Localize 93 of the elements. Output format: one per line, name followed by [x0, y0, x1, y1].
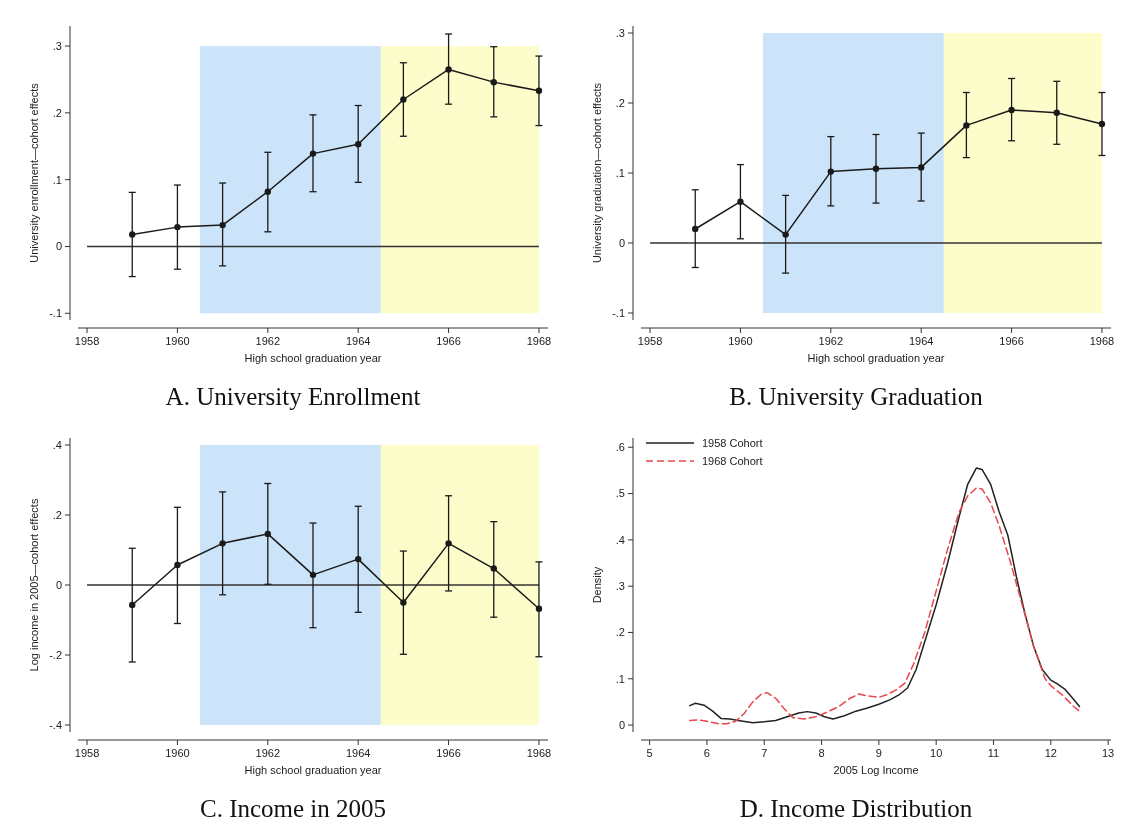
- y-tick-label: .1: [615, 672, 625, 685]
- x-tick-label: 1960: [165, 335, 190, 347]
- point: [400, 599, 407, 606]
- x-tick-label: 5: [646, 747, 653, 759]
- point: [782, 231, 789, 238]
- point: [827, 168, 835, 175]
- y-axis-title: University graduation—cohort effects: [591, 82, 603, 264]
- x-tick-label: 1964: [345, 335, 371, 347]
- point: [219, 221, 226, 229]
- point: [129, 231, 136, 238]
- x-tick-label: 1958: [637, 335, 663, 347]
- point: [354, 555, 362, 563]
- x-tick-label: 1962: [255, 335, 281, 347]
- x-tick-label: 1958: [74, 747, 100, 759]
- x-tick-label: 9: [875, 747, 882, 759]
- x-tick-label: 11: [987, 747, 1000, 759]
- x-tick-label: 13: [1102, 747, 1115, 759]
- point: [737, 198, 744, 205]
- point: [490, 78, 497, 86]
- point: [490, 565, 497, 572]
- y-tick-label: .2: [52, 106, 62, 119]
- point: [445, 540, 452, 547]
- point: [129, 601, 136, 609]
- y-tick-label: .6: [615, 441, 625, 454]
- x-tick-label: 1968: [526, 335, 552, 347]
- x-tick-label: 1962: [818, 335, 844, 347]
- x-tick-label: 8: [818, 747, 825, 759]
- point: [1008, 106, 1015, 114]
- x-tick-label: 1960: [165, 747, 190, 759]
- y-tick-label: .2: [615, 626, 625, 639]
- point: [219, 540, 226, 547]
- point: [354, 141, 362, 148]
- y-axis-title: Log income in 2005—cohort effects: [28, 498, 40, 672]
- text: B. University Graduation: [729, 383, 984, 410]
- y-tick-label: .2: [615, 96, 625, 109]
- x-tick-label: 1964: [908, 335, 934, 347]
- point: [309, 150, 317, 157]
- point: [1053, 109, 1060, 116]
- x-tick-label: 1962: [255, 747, 281, 759]
- x-tick-label: 6: [703, 747, 710, 759]
- point: [872, 165, 880, 172]
- point: [692, 225, 699, 233]
- text: D. Income Distribution: [739, 795, 973, 822]
- text: C. Income in 2005: [199, 795, 387, 822]
- y-tick-label: -.1: [49, 307, 62, 320]
- point: [917, 164, 925, 171]
- x-tick-label: 1968: [526, 747, 552, 759]
- x-axis-title: High school graduation year: [244, 764, 382, 776]
- point: [174, 223, 181, 231]
- y-tick-label: .4: [52, 438, 62, 451]
- x-tick-label: 1964: [345, 747, 371, 759]
- y-tick-label: .1: [615, 166, 625, 179]
- x-tick-label: 10: [930, 747, 943, 759]
- y-axis-title: Density: [591, 566, 603, 604]
- x-tick-label: 1968: [1089, 335, 1115, 347]
- point: [174, 561, 181, 569]
- x-axis-title: 2005 Log Income: [833, 764, 919, 776]
- x-axis-title: High school graduation year: [807, 352, 945, 364]
- y-tick-label: 0: [618, 236, 625, 249]
- x-tick-label: 7: [761, 747, 768, 759]
- y-tick-label: 0: [55, 240, 62, 253]
- point: [400, 96, 407, 103]
- y-tick-label: 0: [618, 718, 625, 731]
- y-tick-label: .3: [615, 580, 625, 593]
- x-tick-label: 1960: [728, 335, 753, 347]
- x-tick-label: 1966: [436, 747, 461, 759]
- point: [535, 605, 543, 612]
- y-tick-label: .5: [615, 487, 625, 500]
- point: [264, 188, 272, 195]
- legend-label: 1968 Cohort: [702, 454, 763, 467]
- x-axis-title: High school graduation year: [244, 352, 382, 364]
- y-tick-label: .2: [52, 508, 62, 521]
- y-tick-label: 0: [55, 578, 62, 591]
- x-tick-label: 1958: [74, 335, 100, 347]
- point: [963, 122, 970, 129]
- y-tick-label: .4: [615, 533, 625, 546]
- x-tick-label: 12: [1044, 747, 1057, 759]
- point: [445, 66, 452, 73]
- point: [535, 87, 543, 95]
- y-tick-label: .3: [52, 39, 62, 52]
- point: [309, 571, 317, 579]
- text: A. University Enrollment: [165, 383, 421, 410]
- legend-label: 1958 Cohort: [702, 436, 763, 449]
- y-tick-label: -.2: [49, 648, 62, 661]
- y-tick-label: .1: [52, 173, 62, 186]
- x-tick-label: 1966: [436, 335, 461, 347]
- y-axis-title: University enrollment—cohort effects: [28, 82, 40, 263]
- x-tick-label: 1966: [999, 335, 1024, 347]
- point: [264, 530, 272, 538]
- y-tick-label: -.1: [612, 306, 625, 319]
- y-tick-label: -.4: [49, 718, 62, 731]
- point: [1098, 120, 1106, 128]
- y-tick-label: .3: [615, 26, 625, 39]
